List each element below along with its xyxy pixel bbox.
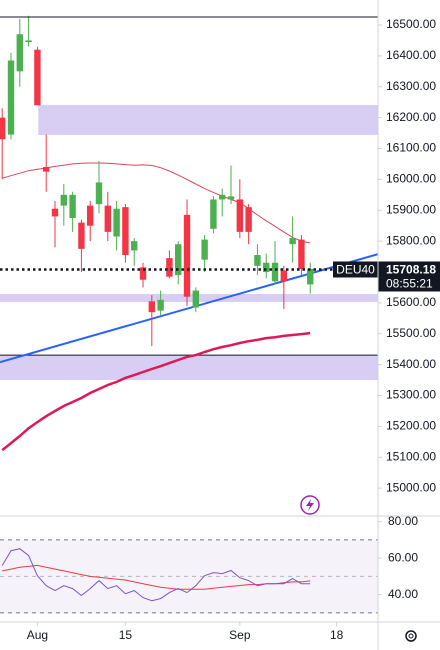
trendline xyxy=(0,253,379,364)
candle-body xyxy=(157,299,164,311)
y-tick-label: 15900.00 xyxy=(386,202,436,216)
candle-body xyxy=(113,208,120,237)
y-tick-label: 16100.00 xyxy=(386,141,436,155)
candle-body xyxy=(307,268,314,285)
candle-body xyxy=(60,194,68,206)
y-tick-label: 15300.00 xyxy=(386,388,436,402)
lightning-icon[interactable] xyxy=(300,495,320,515)
candle-body xyxy=(192,290,200,308)
candle-body xyxy=(104,205,112,232)
candle-body xyxy=(51,208,59,217)
candle-body xyxy=(254,255,261,266)
candle-body xyxy=(0,117,6,140)
symbol-label-bg xyxy=(333,261,378,278)
price-label-bg xyxy=(378,261,440,292)
candle-body xyxy=(236,199,244,232)
candle-body xyxy=(183,214,191,297)
candle-body xyxy=(87,205,94,226)
candle-body xyxy=(263,262,270,273)
x-tick-label: Sep xyxy=(229,628,251,642)
moving-average xyxy=(2,162,311,244)
candle-body xyxy=(7,60,15,135)
symbol-label: DEU40 xyxy=(336,263,375,277)
y-tick-label: 15800.00 xyxy=(386,233,436,247)
candle-body xyxy=(139,267,147,280)
y-tick-label: 15400.00 xyxy=(386,357,436,371)
candle-body xyxy=(43,167,50,172)
moving-average xyxy=(1,331,311,452)
y-tick-label: 16300.00 xyxy=(386,79,436,93)
candle-body xyxy=(16,34,24,72)
y-tick-label: 15000.00 xyxy=(386,480,436,494)
candle-body xyxy=(122,207,129,256)
candle-body xyxy=(298,239,305,269)
candle-body xyxy=(131,241,138,251)
x-tick-label: 15 xyxy=(119,628,133,642)
candle-body xyxy=(175,244,182,276)
rsi-pane: 80.00 60.00 40.00 xyxy=(0,514,418,614)
candle-body xyxy=(201,239,208,260)
candle-body xyxy=(227,196,235,200)
y-tick-label: 16400.00 xyxy=(386,48,436,62)
y-tick-label: 16000.00 xyxy=(386,172,436,186)
rsi-y-tick-label: 60.00 xyxy=(388,550,418,564)
y-tick-label: 15600.00 xyxy=(386,295,436,309)
rsi-line xyxy=(1,548,311,602)
zone xyxy=(38,104,378,135)
candle-body xyxy=(271,262,279,282)
x-tick-label: 18 xyxy=(330,628,344,642)
candle-body xyxy=(210,199,217,229)
candle-body xyxy=(280,270,288,282)
y-tick-label: 15500.00 xyxy=(386,326,436,340)
candle-body xyxy=(34,49,41,106)
candle-body xyxy=(289,238,296,245)
y-tick-label: 16500.00 xyxy=(386,17,436,31)
candle-body xyxy=(95,182,103,205)
candle-body xyxy=(166,258,173,277)
zone xyxy=(0,293,378,302)
settings-icon[interactable] xyxy=(405,630,417,642)
price-pane: 15000.00 15100.00 15200.00 15300.00 15400.00… xyxy=(0,15,440,494)
rsi-y-tick-label: 40.00 xyxy=(388,587,418,601)
candle-body xyxy=(25,40,32,42)
y-tick-label: 15100.00 xyxy=(386,449,436,463)
price-label: 15708.18 xyxy=(386,263,436,277)
rsi-y-tick-label: 80.00 xyxy=(388,514,418,528)
candle-body xyxy=(219,194,226,200)
candle-body xyxy=(148,301,156,313)
x-tick-label: Aug xyxy=(27,628,48,642)
candle-body xyxy=(69,194,76,218)
countdown-label: 08:55:21 xyxy=(386,277,433,291)
rsi-ma-line xyxy=(2,564,311,590)
y-tick-label: 15200.00 xyxy=(386,419,436,433)
candle-body xyxy=(245,207,252,232)
y-tick-label: 16200.00 xyxy=(386,110,436,124)
candle-body xyxy=(78,222,85,249)
zone xyxy=(0,355,378,381)
